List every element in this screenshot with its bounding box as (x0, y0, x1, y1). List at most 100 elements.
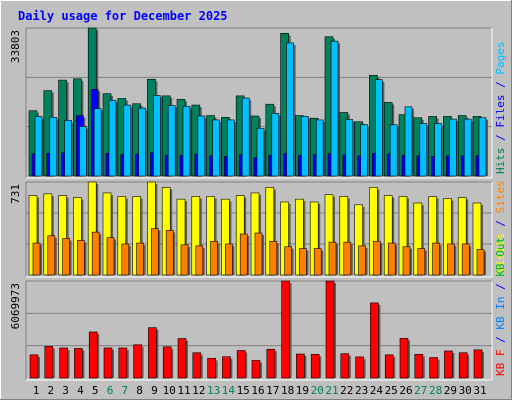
day-label: 19 (296, 384, 309, 397)
day-label: 2 (47, 384, 54, 397)
sites-bar (151, 228, 159, 276)
legend-entry: / (494, 330, 507, 350)
day-label: 15 (237, 384, 250, 397)
kbytes-bar (444, 350, 453, 379)
pages-bar (434, 123, 442, 177)
kbytes-bar (222, 356, 231, 379)
kbytes-bar (88, 331, 98, 379)
pages-bar (197, 115, 206, 177)
day-label: 20 (311, 384, 324, 397)
pages-bar (315, 119, 324, 177)
kbytes-bar (251, 360, 261, 379)
kbytes-bar (281, 280, 290, 379)
panel-1: 33803 Hits / Files / Pages (9, 27, 507, 179)
panel-3-legend: KB F / KB In / KB Out (494, 237, 507, 376)
pages-bar (389, 124, 398, 177)
x-axis-day-labels: 1 2 3 4 5 6 7 8 9 10 11 12 13 14 15 16 17 18 19 20 21 22 23 24 2… (33, 384, 487, 397)
kbytes-bar (429, 357, 438, 379)
pages-bar (286, 42, 294, 177)
day-label: 3 (62, 384, 69, 397)
sites-bar (402, 246, 411, 276)
sites-bar (299, 248, 307, 276)
panel-3: 6069973 KB F / KB In / KB Out (9, 237, 507, 381)
day-label: 26 (399, 384, 412, 397)
day-label: 29 (444, 384, 457, 397)
chart-panels: 33803 Hits / Files / Pages 731 Visits / Sit… (9, 27, 507, 381)
sites-bar (239, 233, 248, 276)
pages-bar (241, 97, 250, 177)
day-label: 10 (163, 384, 176, 397)
pages-bar (301, 116, 309, 177)
kbytes-bar (236, 350, 246, 379)
day-label: 11 (177, 384, 190, 397)
pages-bar (34, 116, 43, 177)
sites-bar (254, 232, 263, 276)
kbytes-bar (29, 354, 39, 379)
kbytes-bar (44, 346, 54, 379)
legend-entry: Hits (494, 148, 507, 175)
sites-bar (165, 230, 174, 276)
panel-3-max-label: 6069973 (9, 283, 22, 329)
sites-bar (91, 231, 100, 276)
sites-bar (447, 243, 455, 276)
pages-bar (330, 40, 339, 177)
kbytes-bar (325, 280, 335, 379)
pages-bar (345, 119, 354, 177)
day-label: 12 (192, 384, 205, 397)
kbytes-bar (473, 349, 483, 379)
day-label: 18 (281, 384, 294, 397)
kbytes-bar (207, 358, 216, 379)
day-label: 8 (136, 384, 143, 397)
kbytes-bar (399, 338, 409, 379)
pages-bar (419, 123, 428, 177)
kbytes-bar (266, 348, 276, 379)
sites-bar (313, 248, 322, 276)
sites-bar (180, 244, 189, 276)
kbytes-bar (414, 354, 424, 379)
pages-bar (360, 124, 368, 177)
kbytes-bar (310, 354, 320, 379)
legend-entry: Visits (494, 233, 507, 273)
panel-2-legend: Visits / Sites (494, 180, 507, 273)
day-label: 5 (92, 384, 99, 397)
panel-2-max-label: 731 (9, 184, 22, 204)
day-label: 31 (473, 384, 486, 397)
sites-bar (47, 235, 56, 276)
kbytes-bar (148, 327, 157, 379)
pages-bar (108, 99, 117, 177)
kbytes-bar (384, 354, 394, 379)
pages-bar (212, 119, 220, 177)
day-label: 1 (33, 384, 40, 397)
sites-bar (343, 241, 352, 276)
kbytes-bar (103, 347, 113, 379)
kbytes-bar (458, 352, 468, 379)
sites-bar (358, 245, 366, 276)
sites-bar (269, 240, 278, 276)
kbytes-bar (59, 347, 68, 379)
pages-bar (182, 106, 191, 177)
sites-bar (62, 238, 70, 276)
day-label: 28 (429, 384, 442, 397)
pages-bar (227, 119, 235, 177)
kbytes-bar (192, 352, 202, 379)
legend-entry: / (494, 213, 507, 233)
sites-bar (284, 246, 292, 276)
kbytes-bar (74, 348, 83, 379)
pages-bar (138, 107, 146, 177)
chart-title: Daily usage for December 2025 (18, 9, 228, 23)
day-label: 4 (77, 384, 84, 397)
kbytes-bar (133, 344, 142, 379)
panel-2: 731 Visits / Sites (9, 180, 507, 278)
day-label: 24 (370, 384, 384, 397)
pages-bar (49, 117, 58, 177)
pages-bar (478, 117, 487, 177)
pages-bar (64, 120, 72, 177)
pages-bar (271, 113, 280, 177)
pages-bar (375, 79, 383, 177)
kbytes-bar (118, 347, 128, 379)
sites-bar (476, 249, 485, 276)
legend-entry: / (494, 128, 507, 148)
pages-bar (167, 105, 176, 177)
day-label: 23 (355, 384, 368, 397)
day-label: 9 (151, 384, 158, 397)
